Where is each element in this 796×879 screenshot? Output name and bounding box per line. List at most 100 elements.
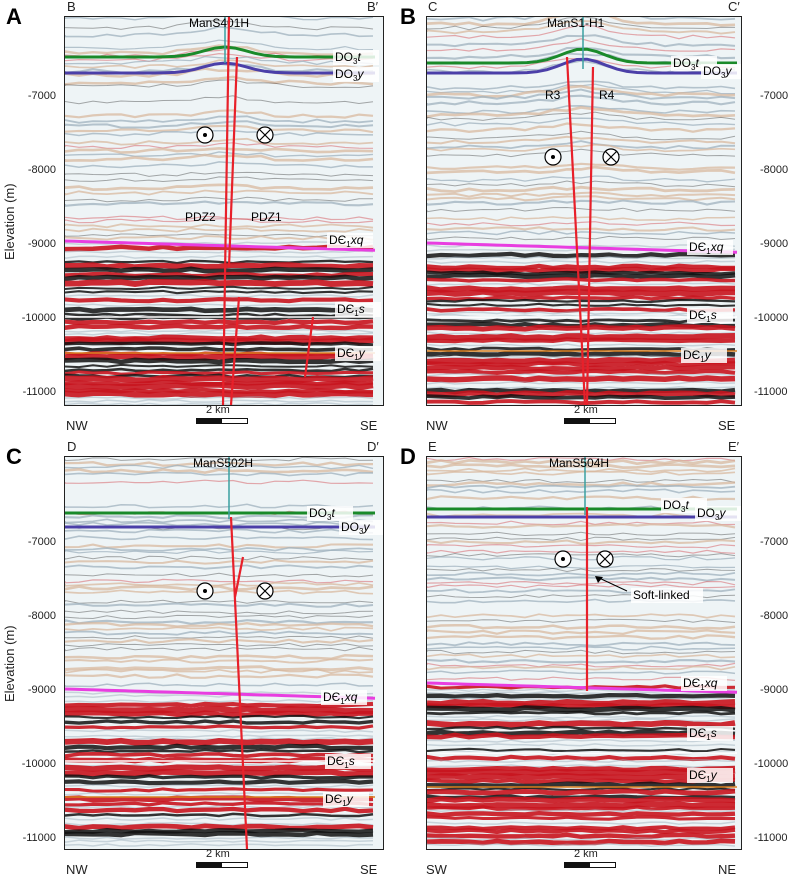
horizon-label-tail: xq xyxy=(704,676,718,690)
y-tick: -7000 xyxy=(760,536,789,548)
horizon-label-sub: 1 xyxy=(706,775,711,784)
horizon-label: DЄ1s xyxy=(325,754,371,770)
motion-away-icon xyxy=(602,148,620,166)
horizon-label-sub: 3 xyxy=(353,74,358,83)
horizon-label-sub: 1 xyxy=(340,697,345,706)
panel-c: C D D′ DO3t DO3y DЄ1xq DЄ1s DЄ1y ManS502H -70… xyxy=(0,439,398,879)
section-corner-right: E′ xyxy=(728,439,740,454)
svg-text:DЄ1xq: DЄ1xq xyxy=(683,676,718,692)
direction-left: NW xyxy=(66,862,88,877)
horizon-label-sub: 3 xyxy=(715,513,720,522)
horizon-label: DЄ1xq xyxy=(681,676,727,692)
horizon-line xyxy=(65,45,375,59)
horizon-label-sub: 3 xyxy=(681,505,686,514)
horizon-label-base: DЄ xyxy=(337,346,355,360)
direction-left: SW xyxy=(426,862,447,877)
svg-text:DЄ1s: DЄ1s xyxy=(337,302,365,318)
horizon-label-sub: 1 xyxy=(342,799,347,808)
horizon-label: DO3y xyxy=(695,506,741,522)
motion-toward-icon xyxy=(196,582,214,600)
horizon-label-sub: 1 xyxy=(354,309,359,318)
fault-line xyxy=(303,316,315,378)
section-corner-left: C xyxy=(428,0,438,14)
horizon-label-tail: y xyxy=(724,64,732,78)
fault-label: R3 xyxy=(545,88,561,102)
seismic-reflectors xyxy=(62,9,374,406)
y-tick: -11000 xyxy=(22,386,56,398)
horizon-label: DЄ1y xyxy=(687,768,733,784)
horizon-label-tail: y xyxy=(704,348,712,362)
horizon-label: DO3y xyxy=(701,64,747,80)
svg-text:DO3y: DO3y xyxy=(341,520,370,536)
scale-bar-graphic xyxy=(196,862,248,868)
section-corner-right: D′ xyxy=(367,439,379,454)
well-label: ManS502H xyxy=(193,457,253,470)
horizon-label-tail: s xyxy=(349,754,355,768)
horizon-label-tail: t xyxy=(685,498,689,512)
fault-line xyxy=(229,516,249,850)
horizon-label-sub: 1 xyxy=(706,315,711,324)
well-label: ManS401H xyxy=(189,17,249,30)
svg-text:DЄ1y: DЄ1y xyxy=(325,792,354,808)
direction-left: NW xyxy=(426,418,448,433)
scale-bar-graphic xyxy=(564,418,616,424)
section-corner-right: B′ xyxy=(367,0,379,14)
well-label: ManS1-H1 xyxy=(547,17,605,30)
y-tick: -7000 xyxy=(760,90,789,102)
horizon-label-sub: 3 xyxy=(353,57,358,66)
horizon-label: DO3t xyxy=(333,50,379,66)
y-tick: -8000 xyxy=(760,164,789,176)
scale-bar-graphic xyxy=(196,418,248,424)
section-corner-right: C′ xyxy=(728,0,740,14)
svg-text:DO3t: DO3t xyxy=(663,498,689,514)
svg-text:DO3y: DO3y xyxy=(697,506,726,522)
horizon-label: DЄ1xq xyxy=(327,233,373,249)
horizon-line xyxy=(65,61,375,75)
seismic-section: DO3t DO3y DЄ1xq DЄ1s DЄ1y ManS1-H1 R3 R4 xyxy=(424,6,747,406)
y-tick-labels: -7000 -8000 -9000 -10000 -11000 xyxy=(0,0,64,440)
horizon-label-base: DЄ xyxy=(337,302,355,316)
horizon-label: DЄ1y xyxy=(335,346,381,362)
horizon-label-base: DO xyxy=(703,64,721,78)
svg-text:DЄ1xq: DЄ1xq xyxy=(329,233,364,249)
horizon-label: DЄ1s xyxy=(335,302,381,318)
horizon-label: DЄ1y xyxy=(681,348,727,364)
panel-a: A B B′ DO3t DO3y DЄ1xq DЄ1s DЄ1y ManS401H PDZ2… xyxy=(0,0,398,440)
panel-b: B C C′ DO3t DO3y DЄ1xq DЄ1s DЄ1y ManS1-H1 R3 R4… xyxy=(398,0,796,440)
horizon-label: DЄ1s xyxy=(687,308,733,324)
scale-label: 2 km xyxy=(574,404,598,416)
svg-text:DO3y: DO3y xyxy=(335,67,364,83)
direction-right: NE xyxy=(718,862,737,877)
y-tick-labels: -7000 -8000 -9000 -10000 -11000 xyxy=(742,0,796,440)
y-tick: -11000 xyxy=(754,386,788,398)
fault-line xyxy=(221,16,231,406)
horizon-label-base: DЄ xyxy=(689,240,707,254)
horizon-label-base: DO xyxy=(309,506,327,520)
horizon-label-base: DЄ xyxy=(689,726,707,740)
motion-away-icon xyxy=(256,582,274,600)
direction-left: NW xyxy=(66,418,88,433)
fault-line xyxy=(585,66,595,406)
horizon-label-base: DO xyxy=(341,520,359,534)
horizon-label-base: DO xyxy=(663,498,681,512)
motion-toward-icon xyxy=(544,148,562,166)
svg-text:DЄ1y: DЄ1y xyxy=(689,768,718,784)
y-axis-label: Elevation (m) xyxy=(2,183,17,260)
y-tick: -8000 xyxy=(27,164,56,176)
motion-toward-icon xyxy=(554,550,572,568)
horizon-label-tail: y xyxy=(346,792,354,806)
horizon-label-tail: s xyxy=(359,302,365,316)
horizon-label-tail: xq xyxy=(350,233,364,247)
panel-letter: D xyxy=(400,444,416,469)
scale-bar: 2 km xyxy=(196,848,260,870)
fault-line xyxy=(227,56,239,268)
y-tick: -9000 xyxy=(760,684,789,696)
svg-text:DЄ1s: DЄ1s xyxy=(689,726,717,742)
y-tick-labels: -7000 -8000 -9000 -10000 -11000 xyxy=(742,440,796,879)
horizon-line xyxy=(427,57,737,75)
fault-label: PDZ1 xyxy=(251,210,282,224)
svg-text:DO3t: DO3t xyxy=(673,56,699,72)
seismic-reflectors xyxy=(62,456,374,847)
